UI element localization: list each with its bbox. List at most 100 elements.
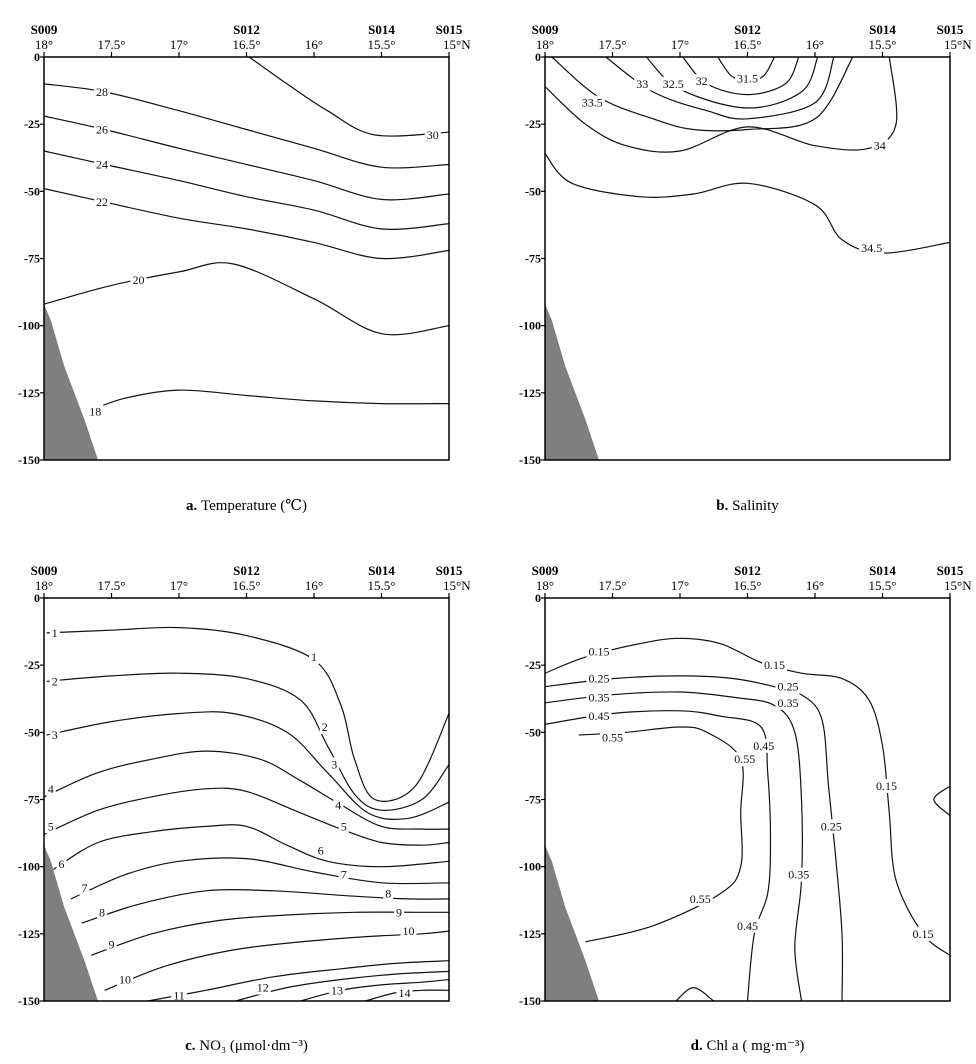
- contour-label-bg: [732, 752, 758, 767]
- panel-b: 31.5 32 32.5 33 33.5 34 34.5 18° 17.5° 17° 16.5° 16…: [519, 22, 972, 514]
- contour-label-bg: [130, 272, 147, 287]
- contour-label: 4: [48, 782, 54, 796]
- panel-letter: d.: [691, 1038, 707, 1054]
- contour-label-bg: [383, 886, 394, 901]
- station-label: S012: [233, 563, 260, 578]
- contour-label: 9: [109, 938, 115, 952]
- contour-label-bg: [735, 71, 760, 86]
- panel-caption-text: Salinity: [732, 498, 779, 514]
- contour-label-bg: [319, 719, 330, 734]
- contour-label: 22: [96, 195, 108, 209]
- contour-label-bg: [818, 819, 844, 834]
- contour-label-bg: [328, 983, 345, 998]
- contour-label-bg: [586, 644, 612, 659]
- contour-label-bg: [254, 980, 271, 995]
- contour-label: 1: [311, 650, 317, 664]
- contour-line: [44, 262, 449, 336]
- contour-label-bg: [693, 74, 710, 89]
- contour-label: 10: [119, 973, 131, 987]
- contour-label: 33.5: [582, 96, 603, 110]
- y-tick-label: -125: [519, 927, 541, 941]
- contour-line: [300, 978, 449, 1001]
- contour-label: 0.15: [589, 645, 610, 659]
- contour-label: 20: [133, 273, 145, 287]
- contour-label: 31.5: [737, 71, 758, 85]
- x-tick-label: 16.5°: [734, 578, 762, 593]
- contour-label-bg: [910, 926, 936, 941]
- seabed-topography: [44, 845, 98, 1001]
- station-label: S009: [31, 563, 58, 578]
- contour-label: 0.25: [778, 680, 799, 694]
- contour-label-bg: [751, 738, 777, 753]
- contour-label-bg: [49, 728, 60, 743]
- x-tick-label: 18°: [536, 37, 554, 52]
- contour-label: 32.5: [663, 77, 684, 91]
- contour-label-bg: [775, 679, 801, 694]
- contour-label: 7: [341, 868, 347, 882]
- contour-label-bg: [333, 797, 344, 812]
- x-tick-label: 15.5°: [368, 578, 396, 593]
- panel-caption-text: Temperature (℃): [201, 498, 307, 514]
- contour-label-bg: [94, 195, 111, 210]
- panel-caption-text: NO₃ (μmol·dm⁻³): [199, 1038, 308, 1054]
- contour-line: [147, 960, 449, 1001]
- contour-label: 0.15: [764, 658, 785, 672]
- station-label: S015: [937, 22, 964, 37]
- y-tick-label: 0: [34, 591, 40, 605]
- contour-label-bg: [424, 127, 441, 142]
- contour-lines: [44, 57, 449, 413]
- station-label: S014: [869, 22, 896, 37]
- panel-letter: b.: [716, 498, 732, 514]
- contour-label-bg: [94, 157, 111, 172]
- x-tick-label: 17°: [671, 578, 689, 593]
- y-tick-label: -125: [18, 927, 40, 941]
- y-tick-label: -100: [18, 319, 40, 333]
- y-tick-label: -50: [525, 184, 541, 198]
- contour-label-bg: [687, 891, 713, 906]
- contour-label-bg: [396, 985, 413, 1000]
- contour-line: [933, 785, 950, 817]
- contour-label-bg: [49, 625, 60, 640]
- station-label: S015: [937, 563, 964, 578]
- contour-label: 34.5: [861, 241, 882, 255]
- panel-caption-text: Chl a ( mg·m⁻³): [707, 1038, 805, 1054]
- contour-lines: [545, 57, 950, 254]
- contour-line: [44, 787, 449, 846]
- y-tick-label: -25: [24, 658, 40, 672]
- x-tick-label: 18°: [536, 578, 554, 593]
- contour-line: [81, 889, 449, 924]
- contour-label: 0.25: [821, 819, 842, 833]
- contour-label: 0.15: [876, 779, 897, 793]
- x-tick-label: 17.5°: [599, 37, 627, 52]
- contour-label: 18: [89, 405, 101, 419]
- contour-label-bg: [394, 905, 405, 920]
- contour-label-bg: [871, 138, 888, 153]
- station-label: S015: [436, 563, 463, 578]
- contour-label-bg: [338, 867, 349, 882]
- contour-label-bg: [94, 84, 111, 99]
- contour-label-bg: [579, 95, 605, 110]
- contour-line: [46, 626, 449, 802]
- contour-label: 13: [331, 983, 343, 997]
- panel-letter: a.: [186, 498, 201, 514]
- y-tick-label: -125: [519, 386, 541, 400]
- y-tick-label: -150: [519, 994, 541, 1008]
- contour-label-bg: [45, 819, 56, 834]
- panel-caption: c. NO₃ (μmol·dm⁻³): [185, 1038, 308, 1054]
- contour-label-bg: [45, 781, 56, 796]
- x-tick-label: 16°: [806, 37, 824, 52]
- y-tick-label: -125: [18, 386, 40, 400]
- contour-label: 0.45: [737, 919, 758, 933]
- panel-caption: b. Salinity: [716, 498, 779, 514]
- panel-a: 30 28 26 24 22 20 18 18° 17.5° 17° 16.5° 16° 15.5° 15…: [18, 22, 471, 514]
- contour-label-bg: [660, 76, 686, 91]
- station-label: S009: [532, 563, 559, 578]
- y-tick-label: -25: [24, 117, 40, 131]
- y-tick-label: -100: [18, 860, 40, 874]
- y-tick-label: -150: [18, 994, 40, 1008]
- contour-label: 0.35: [788, 868, 809, 882]
- x-tick-label: 17.5°: [98, 37, 126, 52]
- x-tick-label: 15°N: [944, 37, 972, 52]
- contour-line: [545, 691, 803, 1001]
